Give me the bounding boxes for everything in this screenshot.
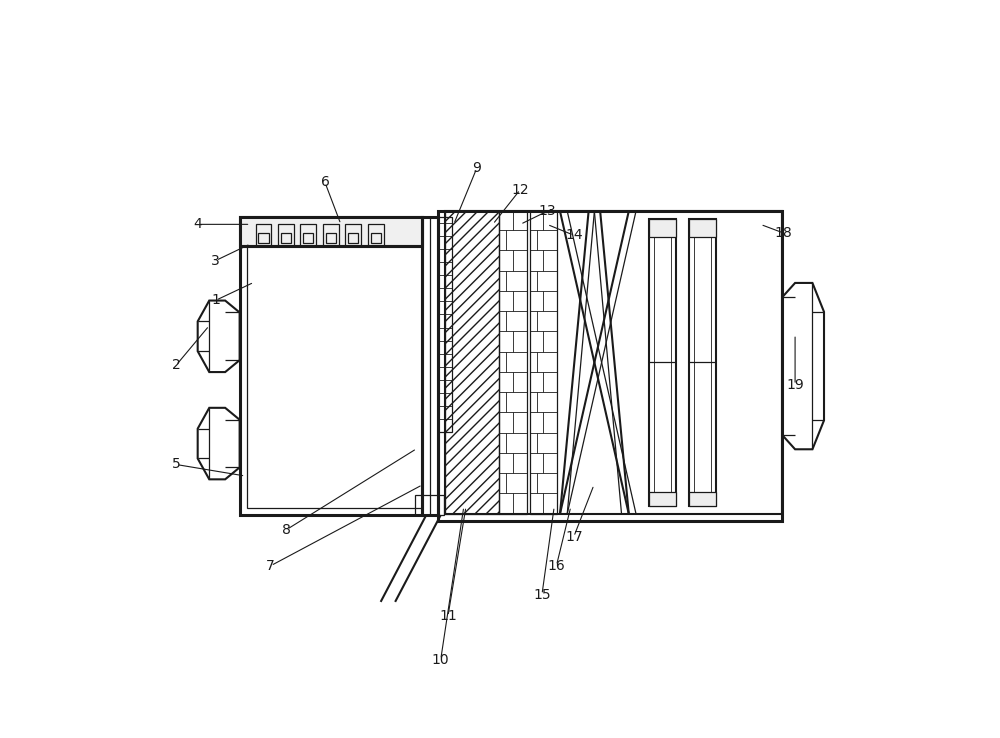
Bar — [240, 217, 422, 515]
Text: 12: 12 — [511, 182, 529, 196]
Text: 17: 17 — [565, 530, 583, 544]
Bar — [300, 224, 316, 246]
Text: 11: 11 — [439, 610, 457, 624]
Bar — [256, 224, 271, 246]
Bar — [445, 211, 782, 514]
Text: 3: 3 — [211, 254, 220, 267]
Bar — [649, 218, 676, 506]
Bar — [689, 218, 716, 237]
Bar — [240, 217, 422, 246]
Bar — [689, 218, 716, 506]
Bar — [345, 224, 361, 246]
Text: 18: 18 — [775, 226, 792, 240]
Text: 16: 16 — [548, 559, 565, 573]
Bar — [371, 233, 381, 243]
Bar — [422, 217, 438, 515]
Text: 9: 9 — [472, 161, 481, 175]
Bar — [649, 492, 676, 506]
Bar — [689, 492, 716, 506]
Text: 1: 1 — [211, 293, 220, 307]
Text: 6: 6 — [321, 176, 329, 190]
Bar — [247, 217, 422, 508]
Text: 10: 10 — [432, 652, 450, 666]
Bar — [323, 224, 339, 246]
Text: 8: 8 — [282, 523, 291, 537]
Text: 5: 5 — [172, 458, 180, 472]
Bar — [530, 211, 557, 514]
Text: 14: 14 — [565, 228, 583, 242]
Text: 19: 19 — [786, 378, 804, 392]
Bar — [438, 211, 782, 521]
Bar — [415, 495, 444, 515]
Bar — [649, 218, 676, 237]
Text: 2: 2 — [172, 359, 180, 373]
Text: 7: 7 — [266, 559, 275, 573]
Bar — [445, 211, 499, 514]
Bar — [278, 224, 294, 246]
Bar — [438, 217, 452, 432]
Bar — [499, 211, 527, 514]
Bar — [258, 233, 269, 243]
Text: 15: 15 — [533, 587, 551, 601]
Text: 4: 4 — [193, 218, 202, 231]
Bar — [281, 233, 291, 243]
Bar — [303, 233, 313, 243]
Bar — [368, 224, 384, 246]
Bar — [348, 233, 358, 243]
Bar — [326, 233, 336, 243]
Text: 13: 13 — [538, 204, 556, 218]
